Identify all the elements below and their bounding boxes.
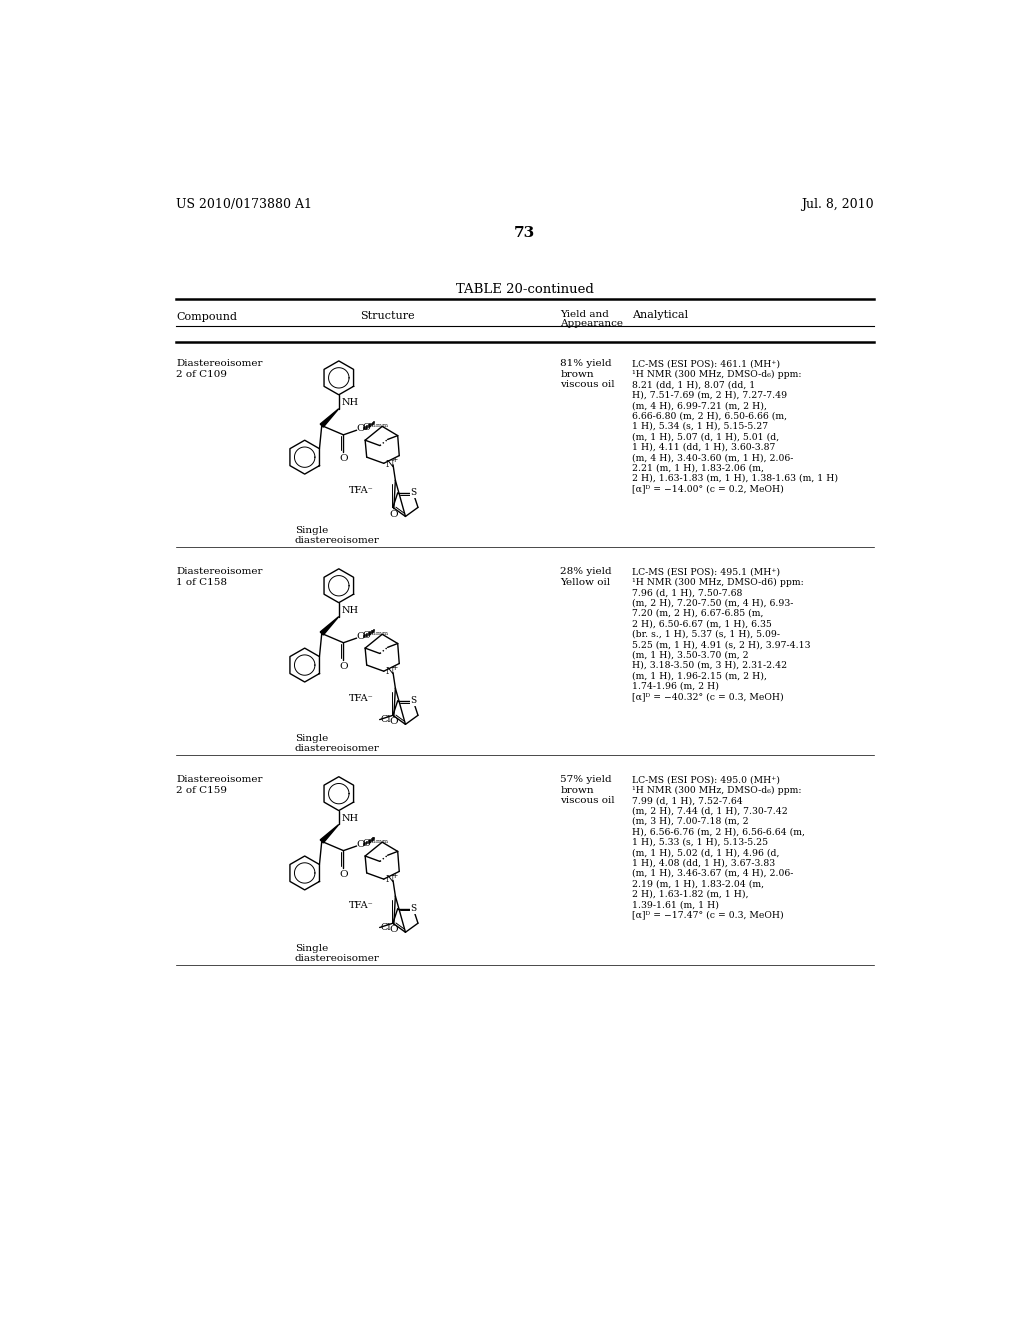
Text: S: S — [411, 696, 417, 705]
Text: US 2010/0173880 A1: US 2010/0173880 A1 — [176, 198, 312, 211]
Text: O: O — [339, 663, 348, 671]
Text: Yield and: Yield and — [560, 310, 609, 319]
Text: TFA⁻: TFA⁻ — [349, 693, 374, 702]
Text: NH: NH — [341, 606, 358, 615]
Text: LC-MS (ESI POS): 495.1 (MH⁺)
¹H NMR (300 MHz, DMSO-d6) ppm:
7.96 (d, 1 H), 7.50-: LC-MS (ESI POS): 495.1 (MH⁺) ¹H NMR (300… — [632, 568, 810, 701]
Text: 57% yield
brown
viscous oil: 57% yield brown viscous oil — [560, 775, 615, 805]
Text: Structure: Structure — [360, 312, 415, 321]
Text: O: O — [356, 424, 365, 433]
Text: Appearance: Appearance — [560, 318, 624, 327]
Text: LC-MS (ESI POS): 495.0 (MH⁺)
¹H NMR (300 MHz, DMSO-d₆) ppm:
7.99 (d, 1 H), 7.52-: LC-MS (ESI POS): 495.0 (MH⁺) ¹H NMR (300… — [632, 775, 805, 920]
Polygon shape — [321, 825, 339, 843]
Text: Diastereoisomer
2 of C109: Diastereoisomer 2 of C109 — [176, 359, 262, 379]
Text: S: S — [411, 904, 417, 913]
Text: O: O — [339, 454, 348, 463]
Text: Jul. 8, 2010: Jul. 8, 2010 — [801, 198, 873, 211]
Text: LC-MS (ESI POS): 461.1 (MH⁺)
¹H NMR (300 MHz, DMSO-d₆) ppm:
8.21 (dd, 1 H), 8.07: LC-MS (ESI POS): 461.1 (MH⁺) ¹H NMR (300… — [632, 359, 838, 494]
Text: Oᵐᵐᵐ: Oᵐᵐᵐ — [362, 631, 389, 640]
Text: O: O — [389, 510, 398, 519]
Text: 73: 73 — [514, 226, 536, 240]
Polygon shape — [321, 409, 339, 428]
Text: N: N — [386, 875, 394, 884]
Text: TABLE 20-continued: TABLE 20-continued — [456, 284, 594, 296]
Text: N: N — [386, 668, 394, 676]
Text: NH: NH — [341, 399, 358, 407]
Polygon shape — [321, 616, 339, 635]
Text: Single
diastereoisomer: Single diastereoisomer — [295, 734, 380, 752]
Text: O: O — [339, 870, 348, 879]
Text: Cl: Cl — [381, 923, 391, 932]
Text: O: O — [389, 718, 398, 726]
Text: +: + — [391, 873, 398, 880]
Text: NH: NH — [341, 814, 358, 822]
Text: Oᵐᵐᵐ: Oᵐᵐᵐ — [362, 424, 389, 433]
Text: Single
diastereoisomer: Single diastereoisomer — [295, 525, 380, 545]
Text: Analytical: Analytical — [632, 310, 688, 319]
Text: 28% yield
Yellow oil: 28% yield Yellow oil — [560, 568, 612, 586]
Text: Single
diastereoisomer: Single diastereoisomer — [295, 944, 380, 964]
Text: TFA⁻: TFA⁻ — [349, 902, 374, 911]
Text: S: S — [411, 488, 417, 498]
Text: Diastereoisomer
2 of C159: Diastereoisomer 2 of C159 — [176, 775, 262, 795]
Text: O: O — [356, 632, 365, 642]
Text: O: O — [389, 925, 398, 935]
Text: TFA⁻: TFA⁻ — [349, 486, 374, 495]
Text: +: + — [391, 457, 398, 465]
Text: +: + — [391, 664, 398, 672]
Text: Compound: Compound — [176, 313, 237, 322]
Text: Diastereoisomer
1 of C158: Diastereoisomer 1 of C158 — [176, 568, 262, 586]
Text: N: N — [386, 459, 394, 469]
Text: Oᵐᵐᵐ: Oᵐᵐᵐ — [362, 840, 389, 849]
Text: Cl: Cl — [381, 715, 391, 725]
Text: 81% yield
brown
viscous oil: 81% yield brown viscous oil — [560, 359, 615, 389]
Text: O: O — [356, 840, 365, 849]
